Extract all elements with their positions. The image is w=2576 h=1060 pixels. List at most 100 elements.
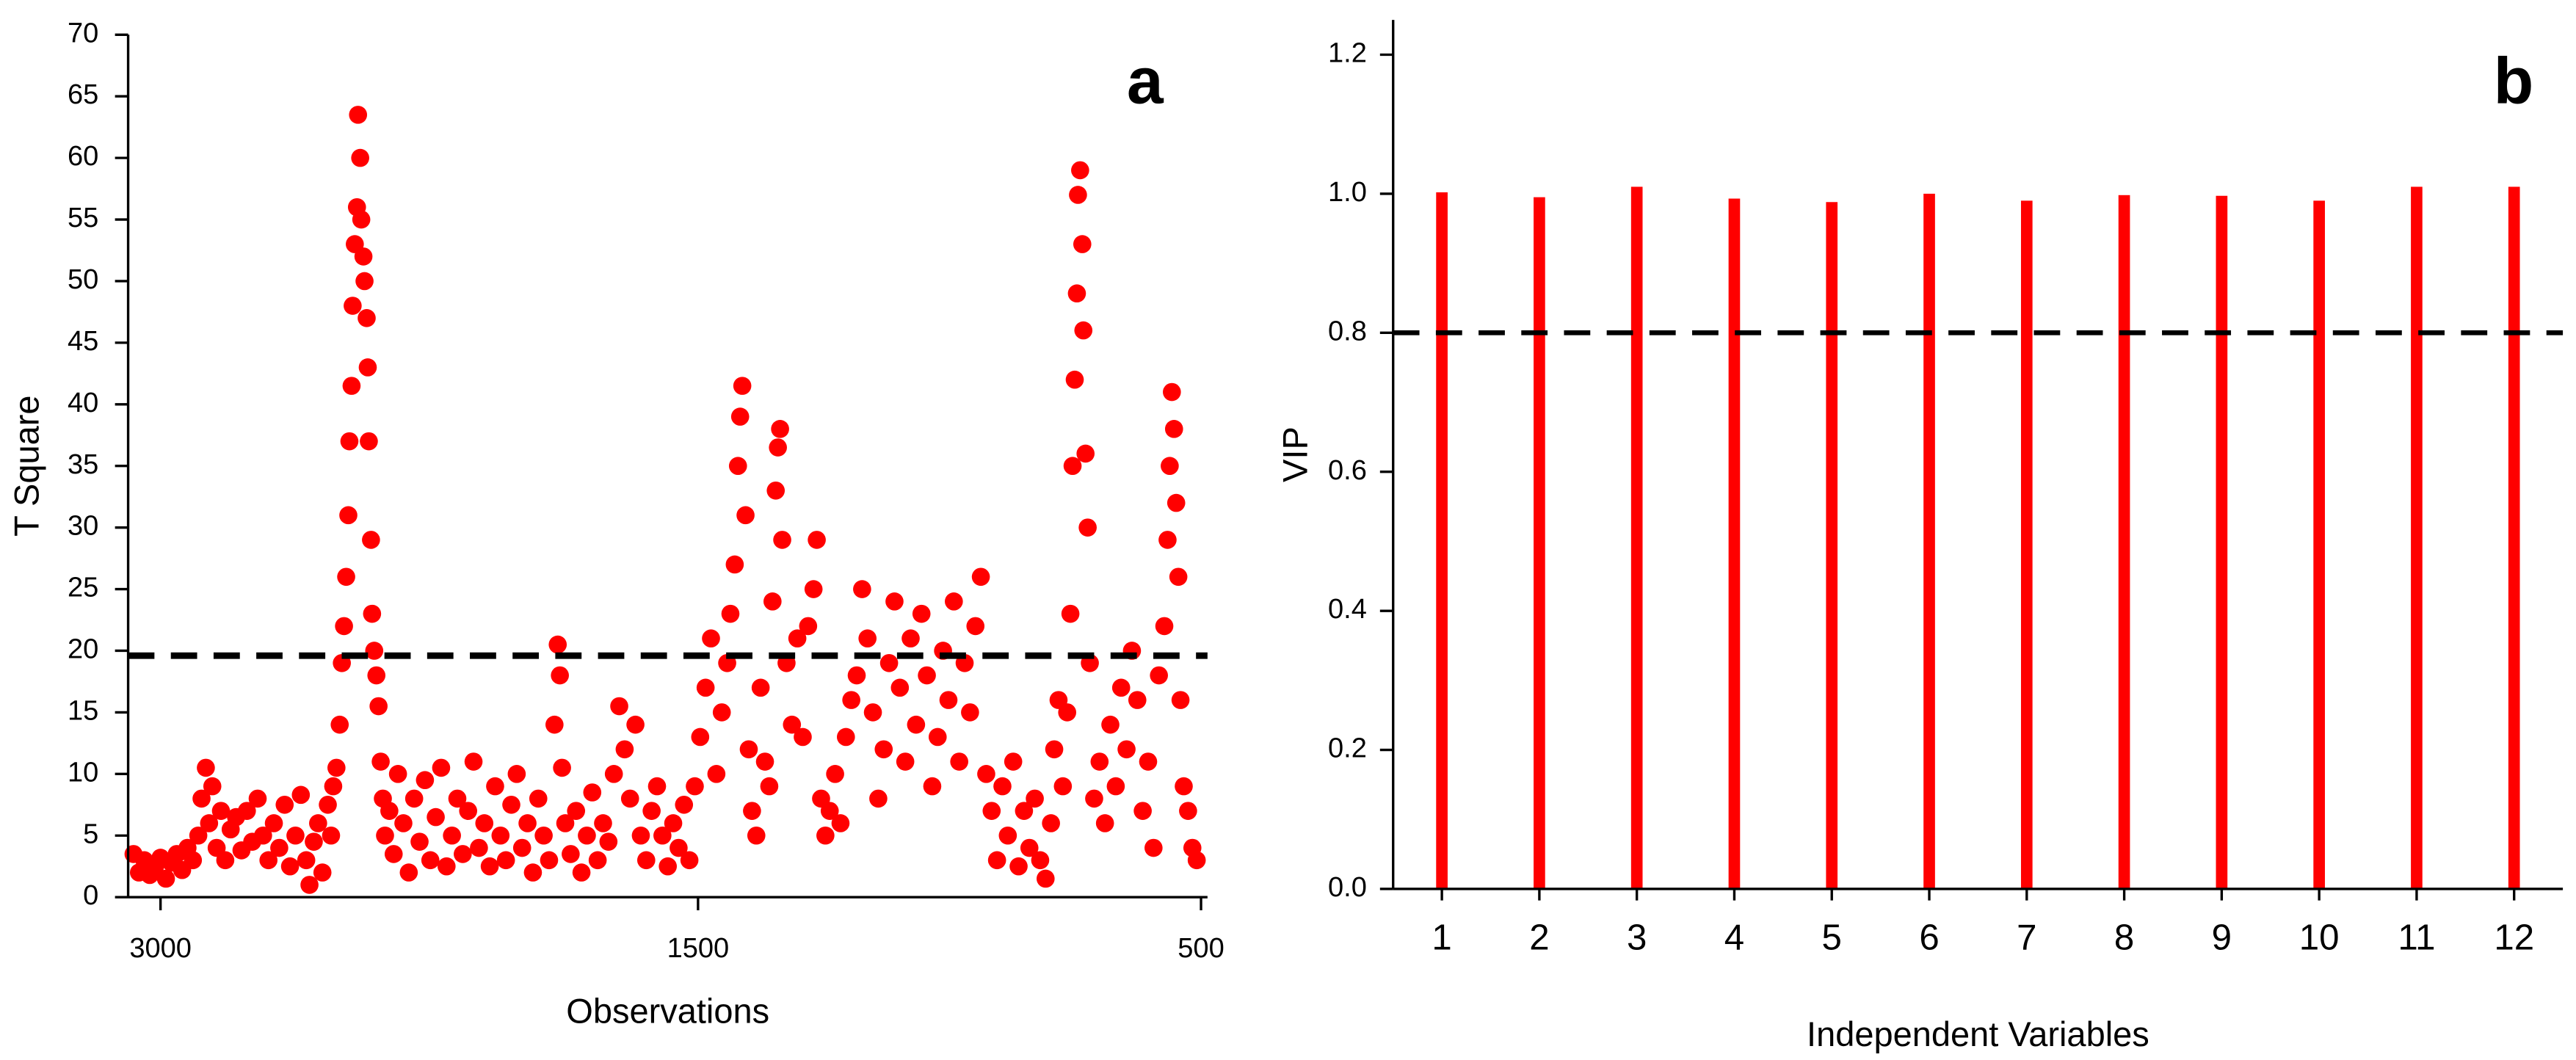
- point: [853, 580, 871, 598]
- point: [470, 838, 488, 857]
- point: [376, 826, 394, 845]
- point: [197, 758, 215, 777]
- point: [1065, 370, 1084, 389]
- bar: [2216, 195, 2228, 889]
- x-tick-label: 5: [1822, 917, 1842, 957]
- point: [354, 247, 373, 266]
- point: [203, 777, 222, 796]
- point: [200, 814, 219, 832]
- point: [808, 531, 826, 549]
- point: [280, 857, 300, 876]
- point: [658, 857, 678, 876]
- point: [1171, 691, 1190, 709]
- point: [365, 642, 384, 660]
- point: [300, 876, 319, 894]
- point: [1078, 518, 1097, 537]
- x-tick-label: 3: [1627, 917, 1647, 957]
- point: [355, 272, 374, 291]
- point: [971, 567, 990, 587]
- y-tick-label: 0.0: [1328, 872, 1367, 903]
- point: [380, 802, 399, 820]
- point: [360, 432, 378, 451]
- point: [725, 555, 744, 574]
- point: [567, 802, 586, 820]
- point: [1158, 531, 1177, 549]
- point: [599, 832, 618, 851]
- point: [1085, 789, 1103, 808]
- point: [1144, 838, 1163, 857]
- point: [836, 727, 855, 747]
- point: [696, 678, 715, 697]
- point: [1128, 691, 1147, 709]
- bar: [2118, 195, 2130, 889]
- bar: [1826, 202, 1838, 889]
- point: [1101, 715, 1120, 734]
- point: [918, 666, 936, 685]
- point: [702, 629, 720, 648]
- point: [885, 592, 904, 611]
- y-tick-label: 45: [68, 326, 98, 357]
- point: [977, 765, 995, 783]
- point: [736, 506, 755, 525]
- panel-label: b: [2494, 43, 2534, 117]
- point: [578, 826, 596, 845]
- point: [901, 629, 920, 648]
- point: [604, 765, 623, 783]
- point: [788, 629, 807, 648]
- point: [286, 826, 305, 845]
- point: [1042, 814, 1060, 832]
- point: [394, 814, 413, 832]
- y-tick-label: 25: [68, 573, 98, 603]
- point: [642, 802, 661, 820]
- point: [1187, 851, 1206, 870]
- point: [330, 715, 349, 734]
- bar: [2411, 186, 2423, 889]
- point: [686, 777, 704, 796]
- point: [1031, 851, 1050, 870]
- point: [1069, 186, 1087, 204]
- y-tick-label: 30: [68, 511, 98, 542]
- point: [512, 838, 531, 857]
- point: [399, 863, 418, 882]
- point: [1015, 802, 1034, 820]
- point: [491, 826, 510, 845]
- point: [502, 795, 520, 814]
- point: [826, 765, 844, 783]
- point: [858, 629, 877, 648]
- point: [1076, 444, 1095, 463]
- point: [1073, 235, 1092, 253]
- point: [1061, 604, 1080, 623]
- point: [371, 752, 390, 771]
- point: [351, 148, 369, 167]
- y-tick-label: 35: [68, 449, 98, 480]
- bar: [1923, 193, 1935, 889]
- bar: [2313, 200, 2325, 889]
- point: [664, 814, 683, 832]
- y-tick-label: 0.6: [1328, 455, 1367, 486]
- point: [923, 777, 942, 796]
- point: [615, 740, 634, 759]
- point: [388, 765, 407, 783]
- point: [730, 407, 750, 426]
- bar: [2020, 200, 2033, 889]
- point: [869, 789, 888, 808]
- point: [1004, 752, 1023, 771]
- point: [534, 826, 553, 845]
- point: [1117, 740, 1136, 759]
- point: [344, 297, 362, 315]
- point: [816, 826, 835, 845]
- point: [1179, 802, 1197, 820]
- point: [1058, 703, 1077, 722]
- x-tick-label: 500: [1178, 933, 1224, 964]
- point: [475, 814, 494, 832]
- point: [1063, 457, 1082, 476]
- point: [553, 758, 571, 777]
- point: [1155, 617, 1174, 636]
- point: [1139, 752, 1158, 771]
- point: [783, 715, 802, 734]
- bar: [2508, 186, 2520, 889]
- point: [739, 740, 758, 759]
- point: [1095, 814, 1114, 832]
- point: [437, 857, 456, 876]
